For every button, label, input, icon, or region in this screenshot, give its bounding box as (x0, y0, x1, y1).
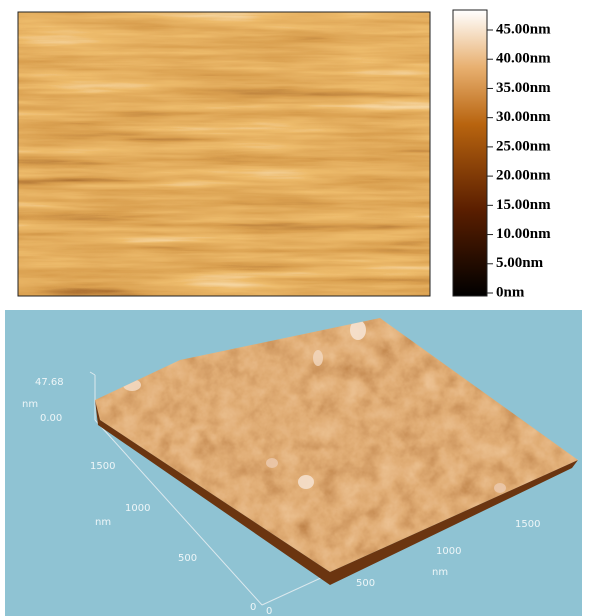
figure: 45.00nm 40.00nm 35.00nm 30.00nm 25.00nm 20.00… (0, 0, 590, 616)
y-tick-label: 1000 (125, 503, 150, 514)
colorbar-label: 30.00nm (496, 109, 551, 125)
colorbar-label: 20.00nm (496, 168, 551, 184)
colorbar-label: 45.00nm (496, 21, 551, 37)
colorbar-label: 15.00nm (496, 197, 551, 213)
colorbar-label: 25.00nm (496, 138, 551, 154)
colorbar-label: 5.00nm (496, 255, 544, 271)
colorbar-label: 40.00nm (496, 51, 551, 67)
x-tick-label: 0 (266, 606, 272, 616)
y-tick-label: 1500 (90, 461, 115, 472)
height-map (18, 12, 430, 296)
colorbar-label: 0nm (496, 284, 525, 300)
z-min-label: 0.00 (40, 413, 62, 424)
y-tick-label: 500 (178, 553, 197, 564)
colorbar (453, 10, 487, 296)
x-tick-label: 1000 (436, 546, 461, 557)
x-tick-label: 1500 (515, 519, 540, 530)
colorbar-label: 35.00nm (496, 80, 551, 96)
colorbar-label: 10.00nm (496, 226, 551, 242)
x-unit: nm (432, 567, 448, 578)
z-unit: nm (22, 399, 38, 410)
y-tick-label: 0 (250, 602, 256, 613)
x-tick-label: 500 (356, 578, 375, 589)
y-unit: nm (95, 517, 111, 528)
z-max-label: 47.68 (35, 377, 64, 388)
